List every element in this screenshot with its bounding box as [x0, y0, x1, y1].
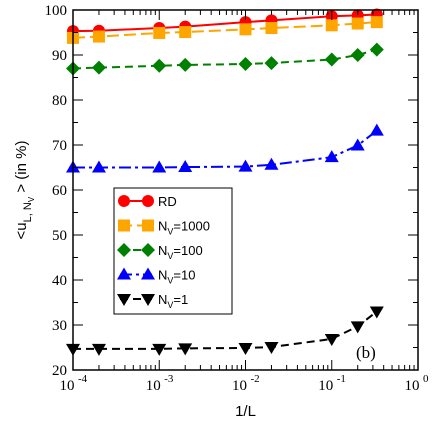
- data-point: [324, 333, 339, 346]
- data-point: [238, 159, 253, 172]
- data-point: [238, 57, 253, 71]
- legend-entry-1: NV=1000: [118, 219, 210, 237]
- y-tick-label: 50: [52, 228, 67, 244]
- legend-label: RD: [158, 194, 177, 209]
- y-tick-label: 60: [52, 183, 67, 199]
- legend-marker: [117, 294, 131, 306]
- legend-entry-3: NV=10: [117, 267, 195, 286]
- y-tick-label: 70: [52, 138, 67, 154]
- legend-marker: [142, 219, 154, 232]
- data-point: [179, 26, 192, 39]
- data-point: [350, 138, 365, 151]
- data-point: [370, 16, 383, 29]
- series-3: [66, 123, 384, 173]
- data-point: [152, 343, 167, 356]
- y-axis-label-text: <uL, NV > (in %): [13, 141, 36, 240]
- data-point: [152, 160, 167, 173]
- legend-entry-2: NV=100: [117, 243, 203, 261]
- legend-marker: [141, 243, 155, 257]
- data-point: [324, 52, 339, 67]
- legend-marker: [117, 243, 131, 257]
- y-tick-label: 90: [52, 48, 67, 64]
- data-point: [92, 30, 105, 43]
- legend-marker: [118, 219, 130, 232]
- data-point: [153, 26, 166, 39]
- data-point: [91, 343, 106, 356]
- y-tick-label: 20: [52, 363, 67, 379]
- legend-marker: [141, 294, 155, 306]
- data-point: [264, 342, 279, 355]
- x-tick-exponent: -2: [251, 373, 260, 385]
- legend-label: NV=1000: [158, 219, 210, 237]
- legend-label: NV=1: [158, 292, 188, 310]
- panel-annotation: (b): [356, 343, 376, 362]
- data-point: [351, 17, 364, 30]
- data-point: [178, 343, 193, 356]
- legend-entry-4: NV=1: [117, 292, 188, 310]
- x-tick-exponent: -4: [78, 373, 88, 385]
- y-tick-label: 40: [52, 273, 67, 289]
- x-tick-label: 10: [318, 378, 333, 394]
- data-point: [324, 150, 339, 163]
- data-point: [178, 160, 193, 173]
- legend-marker: [142, 195, 154, 207]
- series-1: [67, 16, 383, 44]
- x-tick-label: 10: [146, 378, 161, 394]
- data-point: [325, 19, 338, 32]
- data-point: [178, 57, 193, 72]
- data-point: [369, 42, 384, 57]
- data-point: [264, 157, 279, 170]
- data-point: [91, 160, 106, 173]
- series-2: [66, 42, 384, 76]
- x-tick-exponent: -3: [164, 373, 174, 385]
- legend: RD NV=1000 NV=100 NV=10 NV=1: [113, 187, 233, 315]
- legend-label: NV=10: [158, 268, 195, 286]
- data-point: [238, 342, 253, 355]
- y-axis-label: <uL, NV > (in %): [13, 141, 36, 240]
- x-tick-label: 10: [232, 378, 247, 394]
- data-point: [369, 123, 384, 136]
- y-tick-label: 80: [52, 93, 67, 109]
- data-point: [350, 48, 365, 62]
- legend-label: NV=100: [158, 243, 203, 261]
- data-point: [265, 22, 278, 34]
- x-axis-label: 1/L: [235, 403, 256, 420]
- legend-marker: [141, 267, 155, 280]
- x-tick-label: 10: [405, 378, 420, 394]
- legend-entry-0: RD: [118, 194, 177, 209]
- x-tick-exponent: 0: [423, 373, 429, 385]
- x-tick-exponent: -1: [337, 373, 346, 385]
- legend-marker: [117, 267, 131, 280]
- data-point: [91, 60, 106, 75]
- y-tick-label: 30: [52, 318, 67, 334]
- data-point: [264, 56, 279, 71]
- data-point: [239, 23, 252, 36]
- y-tick-label: 100: [45, 3, 68, 19]
- legend-marker: [118, 195, 130, 207]
- data-point: [152, 58, 167, 73]
- x-tick-label: 10: [60, 378, 75, 394]
- data-point: [350, 321, 365, 334]
- data-point: [369, 306, 384, 319]
